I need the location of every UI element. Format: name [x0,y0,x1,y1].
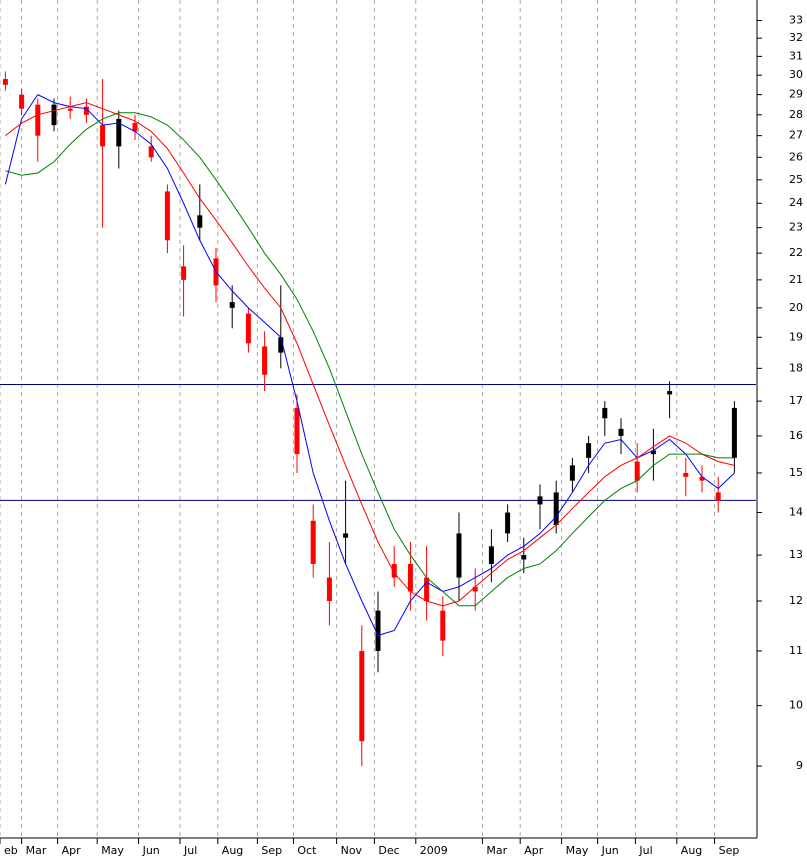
marks [0,71,756,767]
candle-body [132,123,138,132]
y-tick-label: 10 [789,699,803,712]
candle-body [488,546,494,564]
x-tick-label: Aug [681,844,702,857]
y-tick-label: 26 [789,150,803,163]
y-tick-label: 29 [789,88,803,101]
y-tick-label: 32 [789,31,803,44]
candle-body [683,472,689,477]
x-tick-label: Sep [261,844,282,857]
x-tick-label: eb [4,844,18,857]
candle-body [278,337,284,353]
y-tick-label: 14 [789,506,803,519]
candle-body [537,496,543,505]
candle-body [116,118,122,147]
y-tick-label: 13 [789,548,803,561]
y-tick-label: 27 [789,129,803,142]
x-tick-label: Aug [222,844,243,857]
candle-body [359,650,365,742]
y-tick-label: 25 [789,173,803,186]
y-tick-label: 16 [789,429,803,442]
y-tick-label: 19 [789,330,803,343]
candle-body [602,407,608,419]
y-tick-label: 28 [789,108,803,121]
candle-body [2,79,8,85]
candle-body [472,586,478,592]
x-tick-label: Oct [297,844,317,857]
candle-body [35,104,41,136]
axes: 9 10 11 12 13 14 15 16 17 18 19 20 21 22 23 24 25 26 27 28 2… [0,13,803,857]
x-tick-label: Jul [183,844,197,857]
x-tick-label: Mar [26,844,47,857]
candle-body [229,302,235,308]
candle-body [634,461,640,481]
candle-body [521,555,527,560]
candle-body [553,492,559,525]
candle-body [505,512,511,534]
y-tick-label: 23 [789,221,803,234]
x-tick-label: Sep [719,844,740,857]
candle-body [391,563,397,578]
y-tick-label: 9 [796,759,803,772]
candle-body [181,266,187,280]
candle-body [67,108,73,111]
candle-body [294,407,300,455]
candle-body [343,533,349,538]
grid [0,0,716,838]
candle-body [164,191,170,241]
candle-body [650,450,656,455]
y-tick-label: 31 [789,49,803,62]
candle-body [262,346,268,375]
y-tick-label: 33 [789,13,803,26]
x-tick-label: May [101,844,124,857]
y-tick-label: 22 [789,246,803,259]
y-tick-label: 15 [789,466,803,479]
moving-average-line [4,94,735,637]
x-tick-label: Mar [486,844,507,857]
moving-average-line [5,112,735,607]
x-tick-label: Jul [638,844,652,857]
candle-body [440,610,446,641]
candle-body [699,476,705,481]
x-tick-label: Jun [142,844,160,857]
candle-body [407,563,413,592]
candle-body [100,125,106,147]
y-tick-label: 20 [789,301,803,314]
candle-body [715,492,721,501]
y-tick-label: 21 [789,273,803,286]
y-tick-label: 11 [789,644,803,657]
candle-body [586,443,592,458]
candle-body [148,146,154,158]
candle-body [667,391,673,395]
moving-average-line [5,102,735,607]
candle-body [197,215,203,228]
candle-body [326,577,332,602]
candle-body [569,465,575,481]
x-tick-label: 2009 [420,844,448,857]
candle-body [51,104,57,126]
x-tick-label: Dec [378,844,399,857]
candle-body [310,520,316,564]
x-tick-label: Nov [341,844,363,857]
x-tick-label: Jun [601,844,619,857]
candle-body [424,577,430,602]
y-tick-label: 18 [789,361,803,374]
candle-body [245,313,251,344]
y-tick-label: 30 [789,68,803,81]
candle-body [83,106,89,115]
x-tick-label: Apr [62,844,82,857]
candle-body [375,610,381,651]
x-tick-label: May [566,844,589,857]
candle-body [19,94,25,109]
y-tick-label: 24 [789,196,803,209]
x-tick-label: Apr [524,844,544,857]
y-tick-label: 17 [789,394,803,407]
candle-body [618,428,624,436]
candle-body [456,533,462,578]
y-tick-label: 12 [789,594,803,607]
candle-body [731,407,737,458]
